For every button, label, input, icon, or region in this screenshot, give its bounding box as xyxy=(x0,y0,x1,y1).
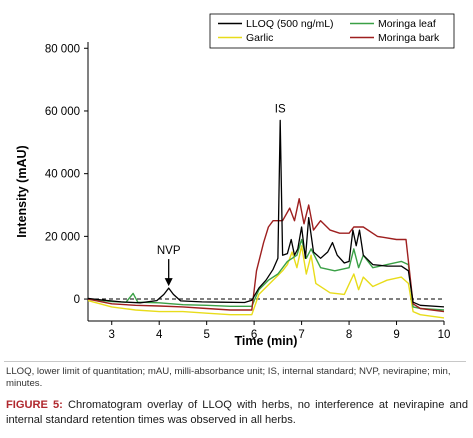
legend-label: Moringa bark xyxy=(378,32,440,44)
x-tick-label: 3 xyxy=(109,329,115,341)
y-tick-label: 40 000 xyxy=(45,169,80,181)
x-axis-label: Time (min) xyxy=(235,334,298,348)
caption-divider xyxy=(4,361,466,362)
annotation-nvp-label: NVP xyxy=(157,245,181,257)
series-line-lloq-500-ng-ml- xyxy=(87,119,445,308)
chart-svg: 0 20 000 40 000 60 000 80 000 3 4 5 6 7 8 9 10 Time (… xyxy=(15,13,455,348)
y-tick-label: 0 xyxy=(74,294,80,306)
legend-label: Moringa leaf xyxy=(378,18,436,30)
y-tick-label: 60 000 xyxy=(45,106,80,118)
x-tick-label: 8 xyxy=(346,329,352,341)
chromatogram-figure: 0 20 000 40 000 60 000 80 000 3 4 5 6 7 8 9 10 Time (… xyxy=(15,13,455,348)
legend-label: Garlic xyxy=(246,32,273,44)
x-tick-label: 4 xyxy=(156,329,163,341)
y-axis-label: Intensity (mAU) xyxy=(15,145,29,237)
legend-box xyxy=(209,13,455,49)
figure-caption: FIGURE 5: Chromatogram overlay of LLOQ w… xyxy=(6,398,468,427)
x-tick-label: 7 xyxy=(298,329,304,341)
series-line-moringa-leaf xyxy=(87,238,445,311)
y-tick-label: 20 000 xyxy=(45,231,80,243)
annotation-arrow-head xyxy=(164,278,173,287)
caption-text: Chromatogram overlay of LLOQ with herbs,… xyxy=(6,399,468,426)
x-tick-label: 9 xyxy=(393,329,399,341)
figure-footnote: LLOQ, lower limit of quantitation; mAU, … xyxy=(6,366,451,390)
x-tick-label: 10 xyxy=(438,329,451,341)
y-tick-label: 80 000 xyxy=(45,43,80,55)
caption-label: FIGURE 5: xyxy=(6,399,63,411)
series-line-moringa-bark xyxy=(87,198,445,313)
x-tick-label: 6 xyxy=(251,329,257,341)
series-line-garlic xyxy=(87,245,445,319)
x-tick-label: 5 xyxy=(203,329,209,341)
legend-label: LLOQ (500 ng/mL) xyxy=(246,18,334,30)
annotation-is-label: IS xyxy=(275,103,286,115)
